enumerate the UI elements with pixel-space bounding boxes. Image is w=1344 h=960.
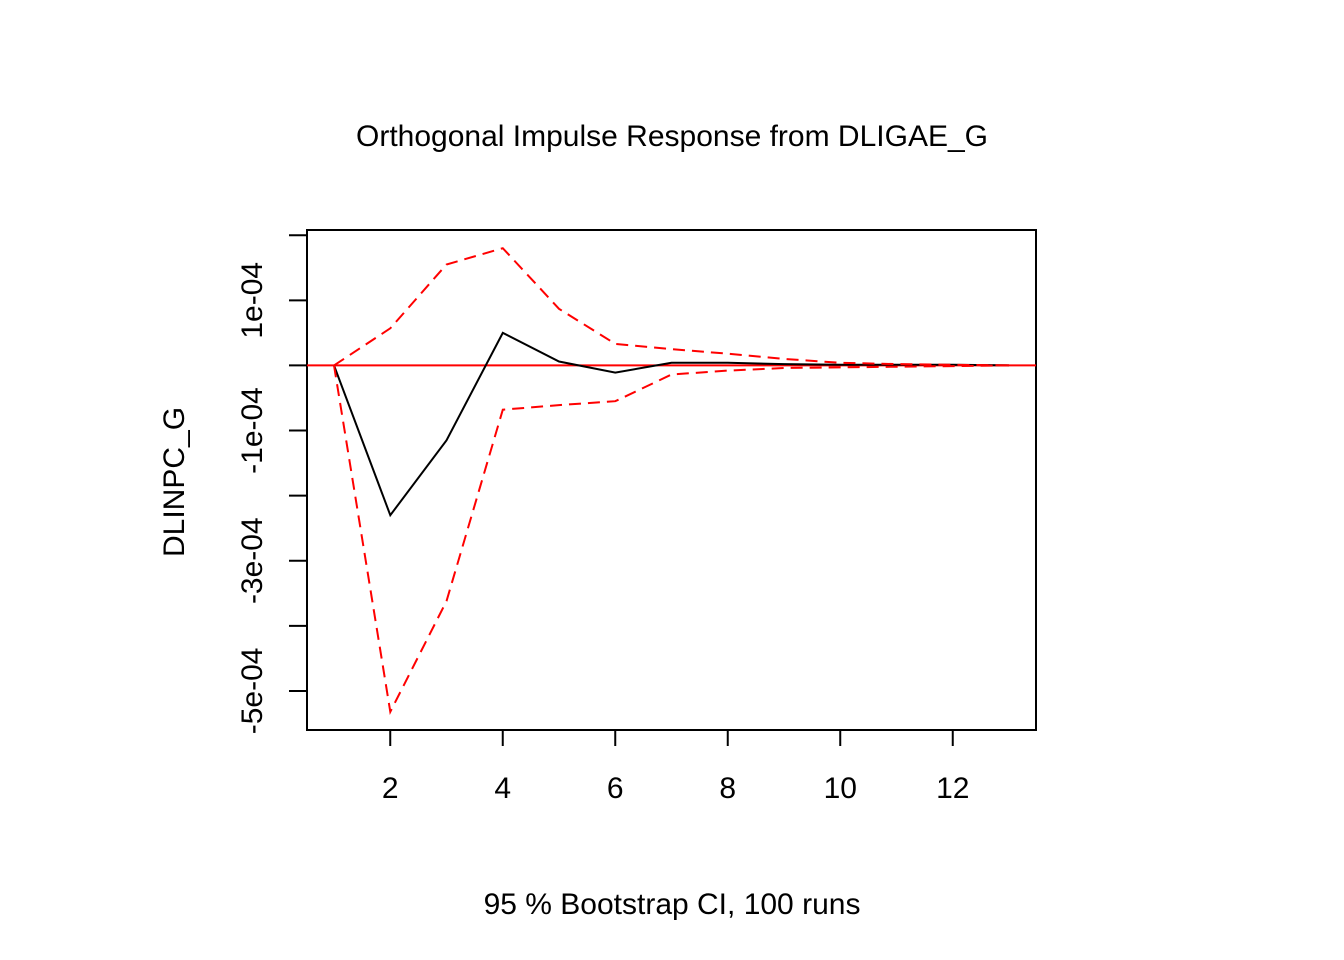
- x-tick-label: 6: [607, 772, 624, 805]
- x-tick-label: 12: [936, 772, 969, 805]
- y-tick-label: -1e-04: [236, 387, 269, 474]
- series-line-upper-ci: [333, 247, 1010, 367]
- x-tick-label: 4: [494, 772, 511, 805]
- x-tick-label: 8: [719, 772, 736, 805]
- chart-title: Orthogonal Impulse Response from DLIGAE_…: [356, 120, 988, 153]
- series-line-lower-ci: [333, 364, 1010, 715]
- y-tick-label: 1e-04: [236, 262, 269, 339]
- x-axis-label: 95 % Bootstrap CI, 100 runs: [484, 888, 861, 921]
- plot-area: 2 4 6 8 10 12 -5e-04 -3e-04 -1e-04 1e-04: [236, 229, 1037, 805]
- plot-frame: [306, 229, 1037, 731]
- x-tick-label: 10: [824, 772, 857, 805]
- y-tick-label: -5e-04: [236, 648, 269, 735]
- y-tick-label: -3e-04: [236, 517, 269, 604]
- y-axis-label: DLINPC_G: [158, 407, 191, 557]
- x-tick-label: 2: [382, 772, 399, 805]
- series-line-response: [333, 331, 1010, 518]
